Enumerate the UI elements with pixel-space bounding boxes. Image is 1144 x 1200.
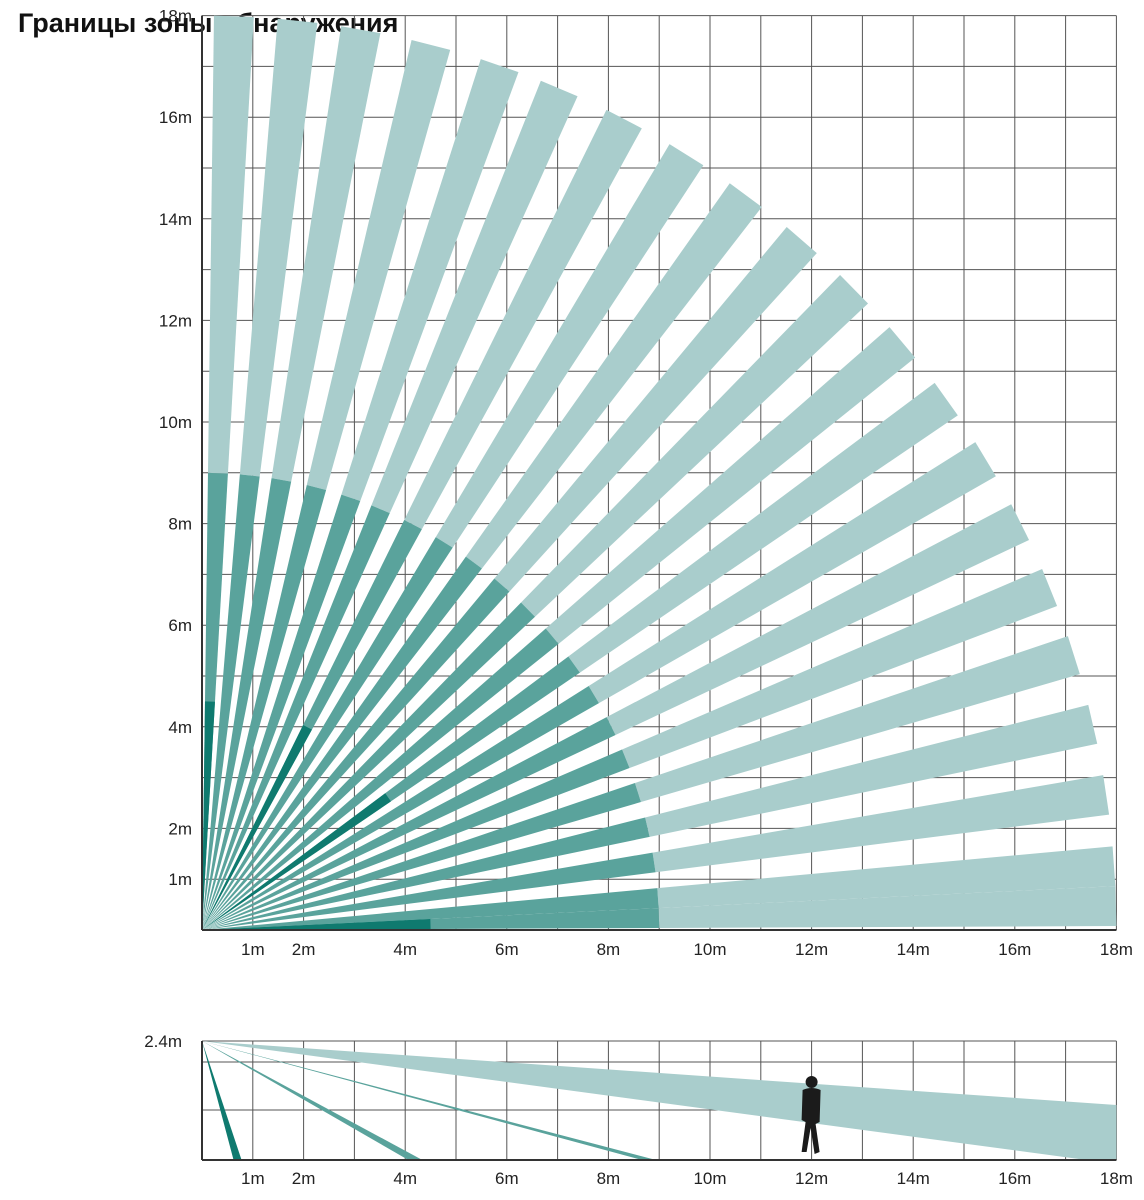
y-tick-label: 6m xyxy=(168,616,192,635)
beam-far-zone xyxy=(435,144,704,548)
beam-mid-zone xyxy=(202,749,630,930)
x-tick-label: 18m xyxy=(1100,940,1133,959)
beam-mid-zone xyxy=(202,628,559,930)
x-tick-label: 14m xyxy=(897,1169,930,1188)
beam-near-zone xyxy=(202,724,312,930)
beam-far-zone xyxy=(657,846,1116,909)
top-view-beams xyxy=(202,15,1117,930)
x-tick-label: 8m xyxy=(597,1169,621,1188)
side-beam-mid xyxy=(202,1041,657,1160)
x-tick-label: 2m xyxy=(292,940,316,959)
top-view-x-axis: 1m 2m 4m 6m 8m 10m 12m 14m 16m 18m xyxy=(241,940,1133,959)
x-tick-label: 10m xyxy=(693,1169,726,1188)
x-tick-label: 16m xyxy=(998,940,1031,959)
top-view-frame xyxy=(201,15,1117,931)
beam-far-zone xyxy=(568,382,958,673)
beam-far-zone xyxy=(521,275,869,617)
person-body xyxy=(801,1088,821,1154)
person-head xyxy=(805,1076,818,1088)
beam-mid-zone xyxy=(202,478,292,930)
beam-mid-zone xyxy=(202,505,390,930)
x-tick-label: 12m xyxy=(795,1169,828,1188)
x-tick-label: 6m xyxy=(495,940,519,959)
beam-mid-zone xyxy=(202,817,650,930)
x-tick-label: 12m xyxy=(795,940,828,959)
beam-far-zone xyxy=(465,183,762,569)
beam-far-zone xyxy=(404,109,642,530)
beam-mid-zone xyxy=(202,494,361,930)
x-tick-label: 2m xyxy=(292,1169,316,1188)
beam-far-zone xyxy=(658,886,1117,929)
side-view-x-axis: 1m 2m 4m 6m 8m 10m 12m 14m 16m 18m xyxy=(241,1169,1133,1188)
height-label: 2.4m xyxy=(144,1032,182,1051)
beam-far-zone xyxy=(606,504,1030,735)
beam-mid-zone xyxy=(202,602,536,930)
x-tick-label: 8m xyxy=(597,940,621,959)
x-tick-label: 4m xyxy=(393,1169,417,1188)
top-view-plot: 1m 2m 4m 6m 8m 10m 12m 14m 16m 18m 1m2m4m6m8m10m1… xyxy=(159,7,1133,959)
beam-far-zone xyxy=(494,226,817,592)
y-tick-label: 18m xyxy=(159,7,192,26)
side-beam-near xyxy=(202,1041,242,1160)
y-tick-label: 12m xyxy=(159,311,192,330)
beam-mid-zone xyxy=(202,578,510,930)
beam-far-zone xyxy=(371,80,578,514)
beam-mid-zone xyxy=(202,686,599,930)
top-view-y-axis: 1m 2m 4m 6m 8m 10m 12m 14m 16m 18m xyxy=(159,7,192,890)
x-tick-label: 16m xyxy=(998,1169,1031,1188)
x-tick-label: 4m xyxy=(393,940,417,959)
beam-far-zone xyxy=(239,18,318,477)
y-tick-label: 14m xyxy=(159,210,192,229)
side-view-plot: 1m 2m 4m 6m 8m 10m 12m 14m 16m 18m 2.4m xyxy=(144,1032,1133,1188)
beam-far-zone xyxy=(588,442,996,704)
beam-far-zone xyxy=(645,704,1098,837)
beam-far-zone xyxy=(545,327,916,644)
beam-far-zone xyxy=(634,636,1080,803)
beam-far-zone xyxy=(622,569,1058,769)
y-tick-label: 1m xyxy=(168,870,192,889)
y-tick-label: 10m xyxy=(159,413,192,432)
x-tick-label: 14m xyxy=(897,940,930,959)
x-tick-label: 1m xyxy=(241,1169,265,1188)
beam-mid-zone xyxy=(202,556,482,930)
beam-far-zone xyxy=(271,26,381,482)
beam-far-zone xyxy=(207,15,254,474)
beam-far-zone xyxy=(652,775,1110,873)
side-view-beams xyxy=(202,1041,1117,1160)
beam-mid-zone xyxy=(202,783,641,930)
x-tick-label: 18m xyxy=(1100,1169,1133,1188)
y-tick-label: 8m xyxy=(168,515,192,534)
side-beam-far xyxy=(202,1041,1117,1160)
beam-mid-zone xyxy=(202,474,260,930)
page-title: Границы зоны обнаружения xyxy=(18,8,399,38)
beam-mid-zone xyxy=(202,537,453,930)
beam-near-zone xyxy=(202,793,391,930)
y-tick-label: 2m xyxy=(168,819,192,838)
beam-mid-zone xyxy=(202,852,656,930)
x-tick-label: 6m xyxy=(495,1169,519,1188)
walking-person-icon xyxy=(801,1076,821,1154)
beam-far-zone xyxy=(306,39,451,490)
beam-mid-zone xyxy=(202,717,616,930)
beam-near-zone xyxy=(202,701,215,930)
side-view-frame xyxy=(201,1041,1117,1161)
y-tick-label: 16m xyxy=(159,108,192,127)
beam-mid-zone xyxy=(202,888,659,930)
x-tick-label: 10m xyxy=(693,940,726,959)
y-tick-label: 4m xyxy=(168,718,192,737)
x-tick-label: 1m xyxy=(241,940,265,959)
side-beam-mid xyxy=(202,1041,423,1160)
beam-mid-zone xyxy=(202,484,327,930)
beam-far-zone xyxy=(341,59,519,502)
beam-near-zone xyxy=(202,919,431,930)
